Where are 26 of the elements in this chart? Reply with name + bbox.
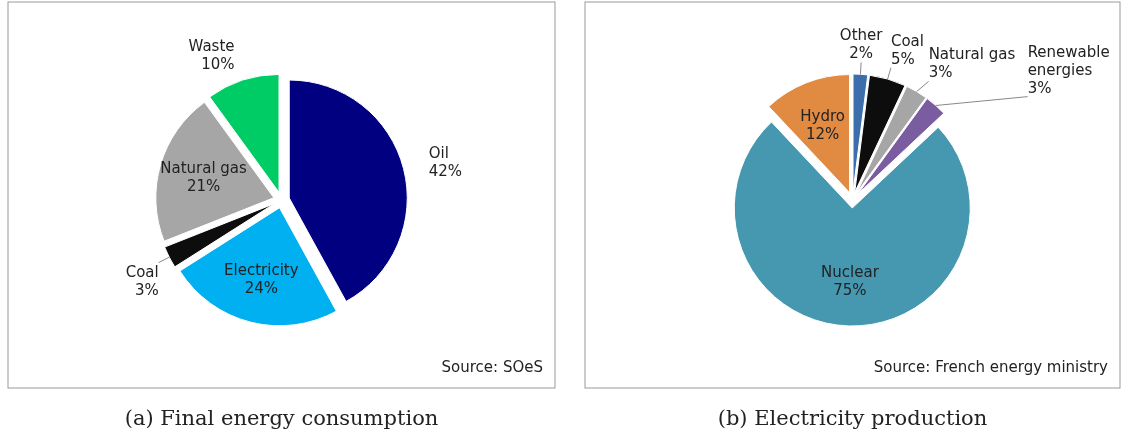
source-note: Source: SOeS <box>441 358 543 376</box>
data-label: 2% <box>849 44 874 63</box>
slice-label: Nuclear <box>821 263 880 282</box>
slice-label: Hydro <box>800 106 845 125</box>
source-note: Source: French energy ministry <box>873 358 1109 376</box>
slice-label: Coal <box>125 262 159 281</box>
data-label: 42% <box>428 162 463 181</box>
slice-label: Electricity <box>224 260 299 279</box>
data-label: 5% <box>890 49 915 68</box>
slice-label: Coal <box>890 31 924 50</box>
data-label: 12% <box>805 124 840 143</box>
data-label: 24% <box>244 278 278 297</box>
data-label: 3% <box>1027 78 1052 97</box>
data-label: 21% <box>186 177 221 196</box>
data-label: 3% <box>928 63 953 82</box>
data-label: 3% <box>134 280 159 299</box>
slice-label: Natural gas <box>160 159 248 178</box>
slice-label: Other <box>839 26 884 45</box>
slice-label: Natural gas <box>928 45 1016 64</box>
data-label: 10% <box>201 55 235 74</box>
slice-label: Waste <box>188 37 235 56</box>
text: (a) Final energy consumption <box>124 406 439 430</box>
data-label: 75% <box>833 281 867 300</box>
text: (b) Electricity production <box>717 406 988 430</box>
slice-label: Oil <box>428 144 449 163</box>
slice-label: Renewable energies <box>1027 42 1110 79</box>
